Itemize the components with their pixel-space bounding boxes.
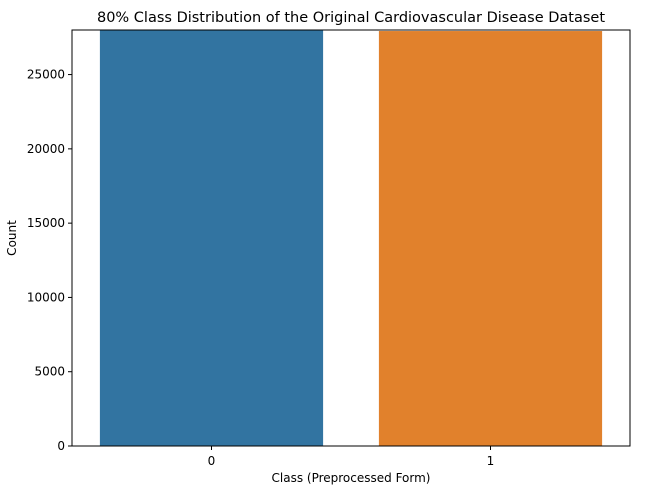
y-axis-label: Count [5, 220, 19, 256]
y-tick-label: 10000 [27, 290, 65, 304]
chart-title: 80% Class Distribution of the Original C… [97, 10, 605, 26]
x-tick-label: 0 [208, 454, 216, 468]
y-axis-ticks: 0 5000 10000 15000 20000 25000 [27, 68, 72, 453]
y-tick-label: 5000 [34, 365, 65, 379]
x-tick-label: 1 [487, 454, 495, 468]
y-tick-label: 15000 [27, 216, 65, 230]
bars-layer [99, 30, 603, 446]
y-tick-label: 0 [57, 439, 65, 453]
y-tick-label: 25000 [27, 68, 65, 82]
y-tick-label: 20000 [27, 142, 65, 156]
x-axis-label: Class (Preprocessed Form) [272, 471, 431, 485]
bar-class-1 [378, 31, 603, 446]
plot-frame [71, 29, 631, 447]
bar-class-0 [99, 30, 324, 446]
